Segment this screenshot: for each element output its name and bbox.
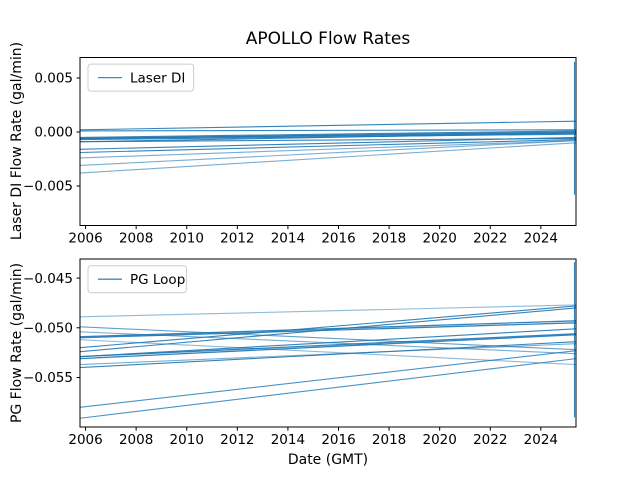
x-tick-label: 2020 (422, 432, 456, 448)
x-axis-label: Date (GMT) (287, 452, 369, 468)
plot-line-laser-di-13 (79, 142, 577, 174)
x-tick-label: 2014 (271, 231, 305, 247)
plot-line-laser-di-1 (79, 120, 577, 131)
plot-frame (79, 258, 577, 428)
plot-line-pg-loop-4 (79, 320, 577, 338)
x-tick-label: 2012 (220, 231, 254, 247)
plot-line-pg-loop-14 (79, 358, 577, 419)
legend-box (87, 265, 187, 294)
x-tick-label: 2016 (321, 231, 355, 247)
x-tick-label: 2024 (524, 231, 558, 247)
x-tick-label: 2008 (119, 432, 153, 448)
plot-line-pg-loop-10 (79, 343, 577, 366)
plot-line-laser-di-10 (79, 139, 577, 154)
subplot-0: 2006 2008 2010 2012 2014 2016 2018 2020 2022 2024… (23, 57, 577, 247)
plot-line-pg-loop-13 (79, 350, 577, 408)
x-tick-label: 2006 (68, 231, 102, 247)
plot-line-pg-loop-7 (79, 333, 577, 358)
plot-line-laser-di-7 (79, 132, 577, 143)
plot-line-pg-loop-11 (79, 326, 577, 351)
plot-line-pg-loop-15 (79, 339, 577, 366)
y-tick-label: 0.000 (34, 125, 73, 141)
y-tick-label: −0.050 (23, 320, 73, 336)
plot-line-laser-di-12 (79, 140, 577, 167)
y-tick-label: −0.045 (23, 271, 73, 287)
x-tick-label: 2024 (524, 432, 558, 448)
x-tick-label: 2018 (372, 231, 406, 247)
x-tick-label: 2014 (271, 432, 305, 448)
plot-line-pg-loop-8 (79, 334, 577, 360)
plot-line-pg-loop-2 (79, 305, 577, 349)
x-tick-label: 2022 (473, 231, 507, 247)
x-tick-label: 2006 (68, 432, 102, 448)
chart-title: APOLLO Flow Rates (245, 29, 411, 49)
legend-box (87, 63, 195, 92)
x-tick-label: 2010 (170, 432, 204, 448)
x-tick-label: 2020 (422, 231, 456, 247)
plot-line-pg-loop-12 (79, 331, 577, 355)
plot-line-laser-di-3 (79, 130, 577, 138)
y-tick-label: 0.005 (34, 71, 73, 87)
x-tick-label: 2012 (220, 432, 254, 448)
legend-label: Laser DI (130, 70, 185, 86)
x-tick-label: 2018 (372, 432, 406, 448)
plot-frame (79, 57, 577, 227)
plot-line-laser-di-11 (79, 140, 577, 159)
plot-line-laser-di-2 (79, 129, 577, 132)
y-tick-label: −0.005 (23, 179, 73, 195)
x-tick-label: 2022 (473, 432, 507, 448)
plot-line-pg-loop-1 (79, 304, 577, 318)
plot-line-laser-di-9 (79, 136, 577, 150)
x-tick-label: 2016 (321, 432, 355, 448)
x-tick-label: 2008 (119, 231, 153, 247)
y-tick-label: −0.055 (23, 370, 73, 386)
subplot-1: 2006 2008 2010 2012 2014 2016 2018 2020 2022 2024… (23, 258, 577, 448)
x-tick-label: 2010 (170, 231, 204, 247)
legend-label: PG Loop (130, 272, 185, 288)
